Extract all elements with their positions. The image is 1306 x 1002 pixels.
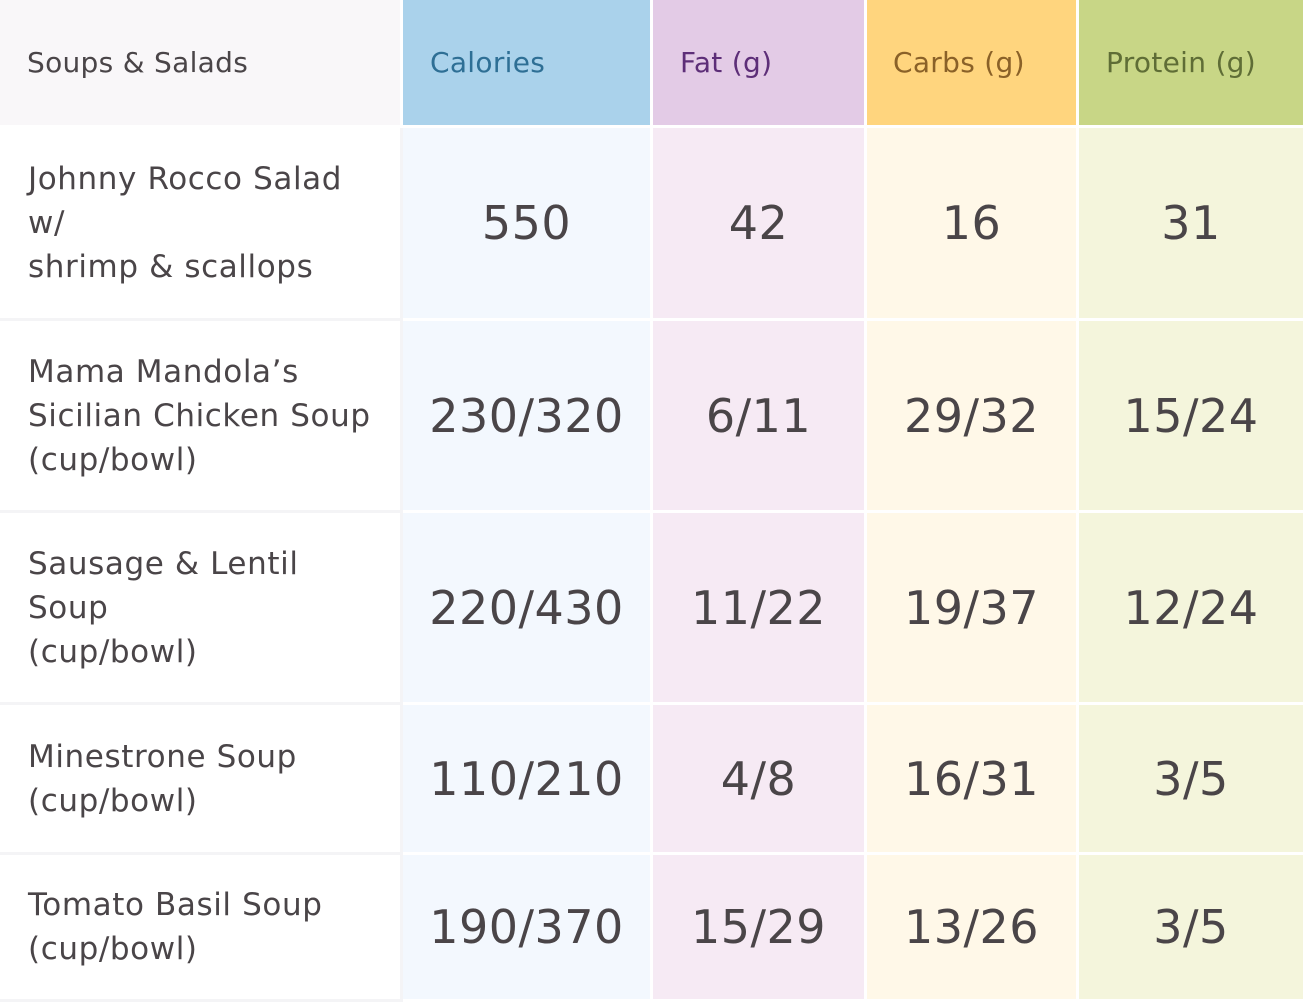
carbs-value: 19/37 bbox=[867, 513, 1079, 705]
protein-value: 15/24 bbox=[1079, 321, 1306, 513]
item-name: Minestrone Soup (cup/bowl) bbox=[0, 705, 403, 855]
calories-value: 550 bbox=[403, 128, 653, 321]
header-calories: Calories bbox=[403, 0, 653, 128]
carbs-value: 29/32 bbox=[867, 321, 1079, 513]
item-name: Johnny Rocco Salad w/ shrimp & scallops bbox=[0, 128, 403, 321]
carbs-value: 13/26 bbox=[867, 855, 1079, 1002]
protein-value: 3/5 bbox=[1079, 855, 1306, 1002]
calories-value: 220/430 bbox=[403, 513, 653, 705]
protein-value: 31 bbox=[1079, 128, 1306, 321]
fat-value: 11/22 bbox=[653, 513, 867, 705]
header-category: Soups & Salads bbox=[0, 0, 403, 128]
fat-value: 42 bbox=[653, 128, 867, 321]
item-name: Tomato Basil Soup (cup/bowl) bbox=[0, 855, 403, 1002]
carbs-value: 16 bbox=[867, 128, 1079, 321]
carbs-value: 16/31 bbox=[867, 705, 1079, 855]
header-carbs: Carbs (g) bbox=[867, 0, 1079, 128]
header-fat: Fat (g) bbox=[653, 0, 867, 128]
protein-value: 3/5 bbox=[1079, 705, 1306, 855]
calories-value: 230/320 bbox=[403, 321, 653, 513]
calories-value: 110/210 bbox=[403, 705, 653, 855]
calories-value: 190/370 bbox=[403, 855, 653, 1002]
fat-value: 4/8 bbox=[653, 705, 867, 855]
protein-value: 12/24 bbox=[1079, 513, 1306, 705]
fat-value: 15/29 bbox=[653, 855, 867, 1002]
fat-value: 6/11 bbox=[653, 321, 867, 513]
item-name: Sausage & Lentil Soup (cup/bowl) bbox=[0, 513, 403, 705]
header-protein: Protein (g) bbox=[1079, 0, 1306, 128]
item-name: Mama Mandola’s Sicilian Chicken Soup (cu… bbox=[0, 321, 403, 513]
